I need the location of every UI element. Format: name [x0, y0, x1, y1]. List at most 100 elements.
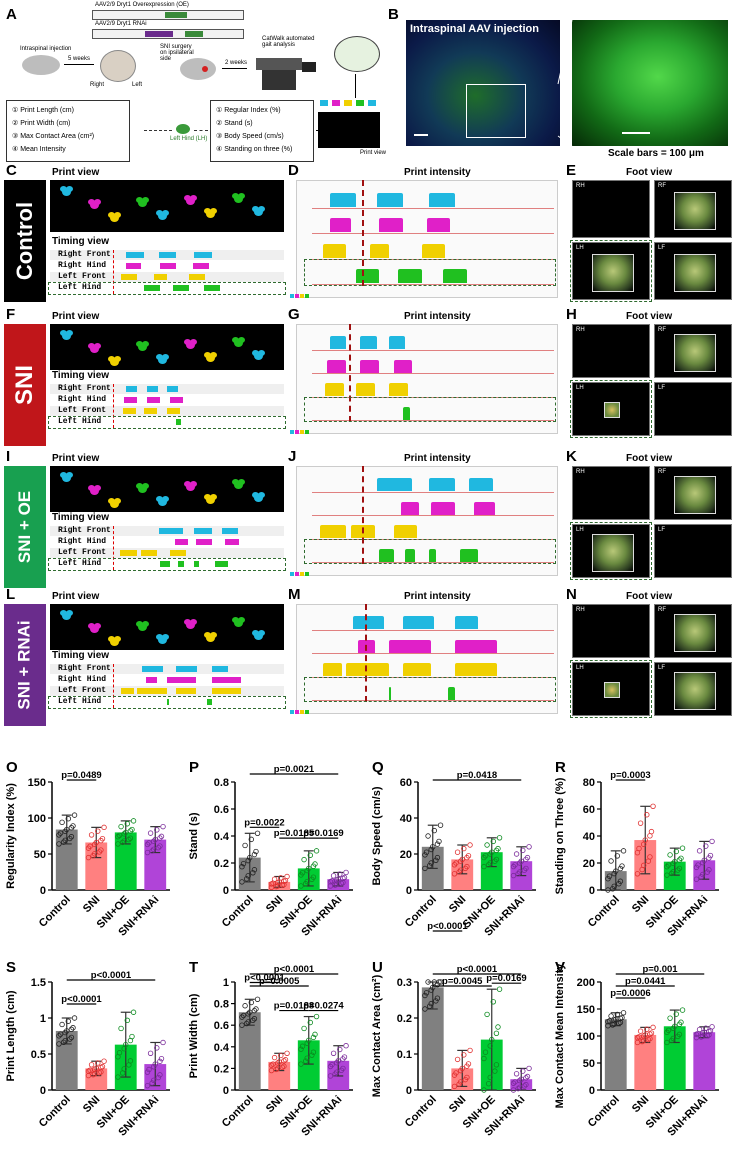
- bar: [663, 861, 686, 890]
- data-point: [338, 880, 345, 887]
- data-point: [523, 1075, 529, 1081]
- paw-print-icon: [206, 354, 215, 362]
- p-value-label: p=0.001: [642, 964, 678, 975]
- data-point: [98, 837, 104, 844]
- panel-label: T: [189, 959, 198, 976]
- foot-view-cell: LH: [572, 382, 650, 436]
- foot-view-cell: LF: [654, 524, 732, 578]
- data-point: [268, 1062, 275, 1068]
- data-point: [451, 1083, 458, 1090]
- data-point: [614, 853, 621, 859]
- data-point: [617, 1015, 624, 1022]
- data-point: [637, 820, 644, 826]
- data-point: [57, 1031, 64, 1037]
- data-point: [127, 835, 134, 841]
- data-point: [611, 1017, 617, 1023]
- data-point: [330, 873, 337, 879]
- data-point: [425, 979, 431, 985]
- data-point: [513, 851, 520, 857]
- data-point: [518, 1076, 524, 1082]
- mouse-walk-icon: [334, 36, 380, 72]
- bar: [55, 1030, 78, 1090]
- intensity-waveform: [398, 269, 422, 284]
- y-tick-label: 0.8: [214, 777, 229, 789]
- data-point: [149, 848, 155, 854]
- timing-block: [166, 408, 180, 414]
- data-point: [451, 871, 458, 877]
- y-axis-label: Print Width (cm): [188, 993, 200, 1078]
- panel-label: C: [6, 162, 17, 179]
- timing-track-label: Left Hind: [58, 417, 102, 426]
- data-point: [152, 836, 158, 843]
- data-point: [90, 853, 96, 859]
- paw-print-icon: [254, 352, 263, 360]
- data-point: [310, 1034, 317, 1041]
- data-point: [150, 838, 157, 844]
- intensity-baseline: [312, 207, 554, 209]
- timing-track: [50, 664, 284, 674]
- p-value-label: p<0.0001: [91, 970, 132, 981]
- data-point: [119, 839, 126, 846]
- p-value-label: p=0.0418: [457, 770, 497, 781]
- panel-label: Q: [372, 759, 384, 776]
- data-point: [121, 1045, 127, 1052]
- timing-track: [50, 537, 284, 547]
- left-hind-highlight: [304, 676, 556, 702]
- data-point: [91, 1066, 98, 1072]
- intensity-baseline: [312, 629, 554, 631]
- intensity-baseline: [312, 284, 554, 285]
- data-point: [675, 867, 681, 873]
- param-item: ④ Mean Intensity: [12, 146, 66, 153]
- data-point: [520, 847, 526, 854]
- time-marker: [362, 180, 364, 286]
- intensity-waveform: [454, 639, 498, 653]
- y-axis-label: Body Speed (cm/s): [371, 786, 383, 885]
- legend-swatch: [300, 430, 304, 434]
- data-point: [434, 995, 441, 1001]
- data-point: [706, 1028, 712, 1035]
- print-view-title: Print view: [52, 453, 100, 464]
- timing-block: [142, 666, 164, 672]
- data-point: [126, 1062, 132, 1068]
- data-point: [698, 874, 704, 880]
- timing-block: [189, 274, 206, 280]
- y-tick-label: 0: [589, 885, 595, 897]
- foot-view-cell: LH: [572, 662, 650, 716]
- y-tick-label: 0: [223, 1085, 229, 1097]
- left-hind-highlight: [48, 558, 286, 571]
- data-point: [481, 854, 487, 861]
- intensity-waveform: [388, 336, 406, 350]
- y-tick-label: 0.1: [397, 1049, 412, 1061]
- y-tick-label: 0.2: [214, 858, 229, 870]
- data-point: [526, 844, 532, 850]
- data-point: [284, 873, 290, 880]
- left-hind-highlight: [304, 258, 556, 286]
- data-point: [616, 881, 622, 887]
- data-point: [70, 823, 76, 829]
- timing-view-title: Timing view: [52, 236, 110, 247]
- intensity-waveform: [393, 359, 413, 373]
- data-point: [647, 1031, 653, 1037]
- p-value-label: p=0.0169: [303, 828, 343, 839]
- data-point: [644, 812, 650, 818]
- y-tick-label: 20: [400, 849, 412, 861]
- data-point: [274, 879, 281, 886]
- data-point: [118, 1025, 124, 1032]
- data-point: [459, 856, 465, 863]
- legend-swatch: [295, 572, 299, 576]
- paw-print-icon: [254, 632, 263, 640]
- timing-block: [195, 539, 212, 545]
- intensity-waveform: [388, 686, 392, 700]
- data-point: [667, 1015, 673, 1021]
- data-point: [247, 1009, 253, 1015]
- paw-print-icon: [186, 483, 195, 491]
- foot-label: LH: [576, 665, 584, 671]
- timing-track-label: Left Front: [58, 272, 107, 281]
- data-point: [620, 848, 627, 854]
- y-tick-label: 0.2: [214, 1063, 229, 1075]
- data-point: [645, 858, 652, 864]
- data-point: [614, 1011, 621, 1018]
- data-point: [340, 875, 346, 882]
- data-point: [271, 876, 278, 882]
